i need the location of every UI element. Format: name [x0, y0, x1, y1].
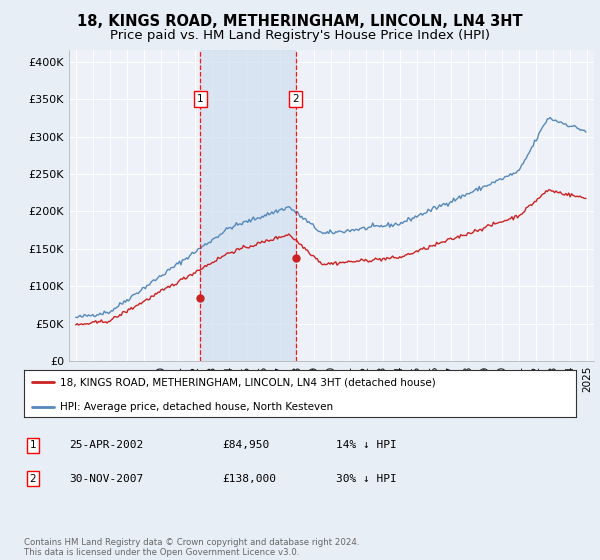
Text: 18, KINGS ROAD, METHERINGHAM, LINCOLN, LN4 3HT (detached house): 18, KINGS ROAD, METHERINGHAM, LINCOLN, L… [60, 377, 436, 388]
Text: 2: 2 [292, 94, 299, 104]
Text: HPI: Average price, detached house, North Kesteven: HPI: Average price, detached house, Nort… [60, 402, 333, 412]
Text: 30-NOV-2007: 30-NOV-2007 [69, 474, 143, 484]
Text: 2: 2 [29, 474, 37, 484]
Text: £138,000: £138,000 [222, 474, 276, 484]
Text: 25-APR-2002: 25-APR-2002 [69, 440, 143, 450]
Text: 18, KINGS ROAD, METHERINGHAM, LINCOLN, LN4 3HT: 18, KINGS ROAD, METHERINGHAM, LINCOLN, L… [77, 14, 523, 29]
Text: 1: 1 [197, 94, 203, 104]
Text: 1: 1 [29, 440, 37, 450]
Text: Price paid vs. HM Land Registry's House Price Index (HPI): Price paid vs. HM Land Registry's House … [110, 29, 490, 42]
Text: Contains HM Land Registry data © Crown copyright and database right 2024.
This d: Contains HM Land Registry data © Crown c… [24, 538, 359, 557]
Bar [200, 50, 296, 361]
Text: 14% ↓ HPI: 14% ↓ HPI [336, 440, 397, 450]
Text: 30% ↓ HPI: 30% ↓ HPI [336, 474, 397, 484]
Text: £84,950: £84,950 [222, 440, 269, 450]
